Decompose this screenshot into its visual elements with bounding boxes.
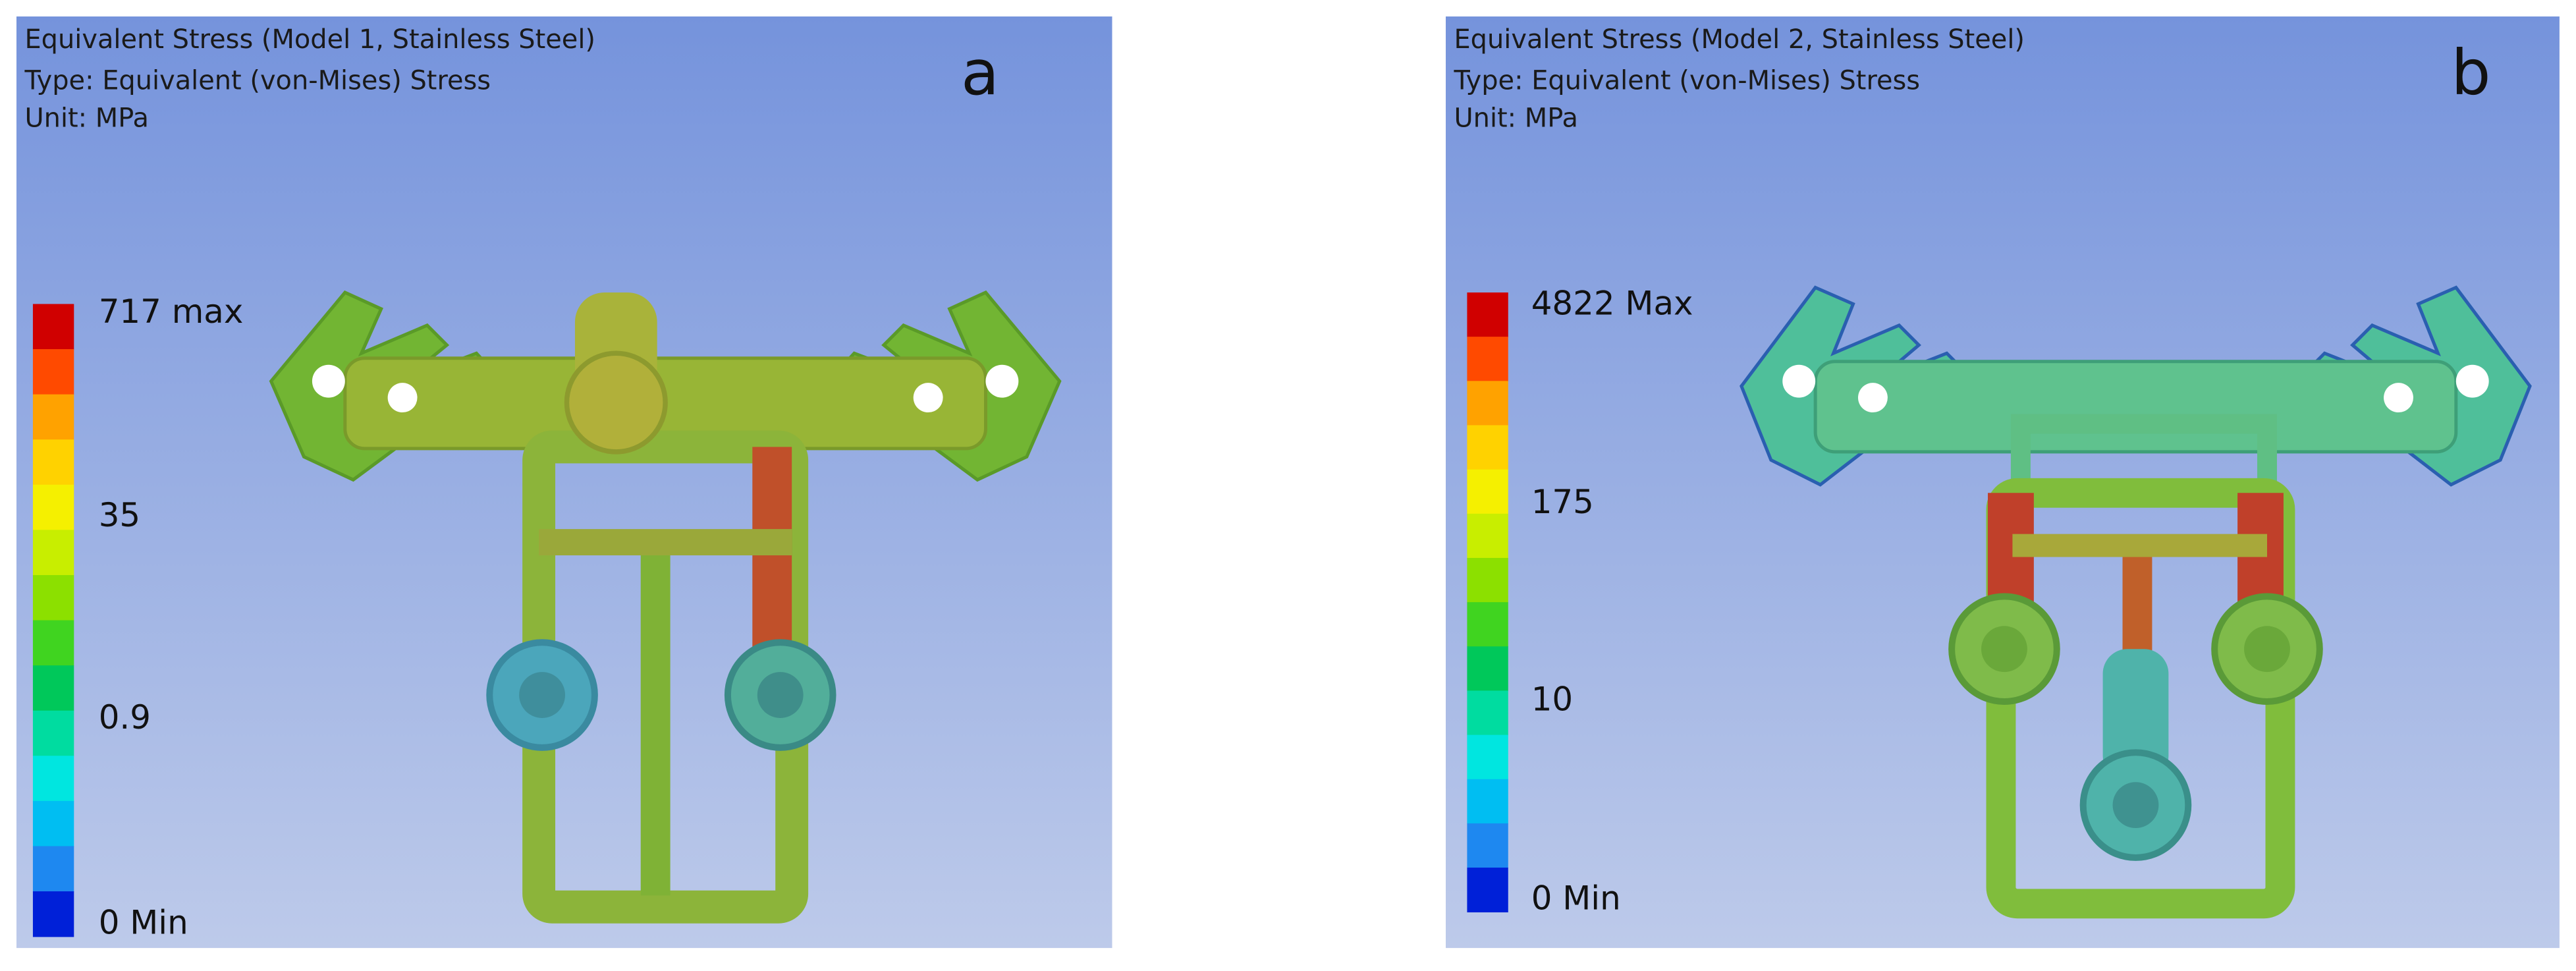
color-band <box>1467 557 1508 603</box>
result-unit: Unit: MPa <box>1454 103 1577 134</box>
legend-label: 0 Min <box>99 904 188 942</box>
color-band <box>1467 646 1508 692</box>
color-band <box>32 710 74 757</box>
color-band <box>1467 779 1508 824</box>
legend-label: 175 <box>1531 483 1594 521</box>
color-band <box>1467 337 1508 382</box>
color-band <box>32 891 74 937</box>
model <box>269 290 1062 924</box>
color-band <box>1467 469 1508 514</box>
color-band <box>32 620 74 666</box>
color-band <box>1467 823 1508 868</box>
result-type: Type: Equivalent (von-Mises) Stress <box>24 65 491 96</box>
color-band <box>32 439 74 486</box>
model <box>1740 285 2532 919</box>
color-band <box>32 756 74 802</box>
color-band <box>1467 513 1508 559</box>
panel-label: a <box>961 37 999 109</box>
color-band <box>32 304 74 350</box>
viewport-background <box>16 16 1112 949</box>
result-title: Equivalent Stress (Model 2, Stainless St… <box>1454 24 2025 55</box>
legend-label: 35 <box>99 496 140 534</box>
result-title: Equivalent Stress (Model 1, Stainless St… <box>24 24 595 55</box>
result-type: Type: Equivalent (von-Mises) Stress <box>1453 65 1920 96</box>
color-band <box>32 349 74 395</box>
color-scale <box>1467 292 1508 912</box>
color-band <box>32 846 74 892</box>
color-scale <box>32 304 74 937</box>
color-band <box>32 484 74 531</box>
legend-label: 717 max <box>99 292 244 331</box>
panel: Equivalent Stress (Model 1, Stainless St… <box>16 16 1112 949</box>
color-band <box>32 800 74 847</box>
color-band <box>1467 735 1508 780</box>
color-band <box>1467 868 1508 912</box>
color-band <box>1467 381 1508 426</box>
legend-label: 4822 Max <box>1531 284 1693 322</box>
color-band <box>32 574 74 621</box>
color-band <box>1467 425 1508 470</box>
color-band <box>32 530 74 576</box>
color-band <box>32 394 74 440</box>
color-band <box>32 665 74 711</box>
color-band <box>1467 602 1508 648</box>
legend-label: 10 <box>1531 680 1573 718</box>
color-band <box>1467 690 1508 736</box>
result-unit: Unit: MPa <box>24 103 148 134</box>
panel: Equivalent Stress (Model 2, Stainless St… <box>1446 16 2560 949</box>
legend-label: 0 Min <box>1531 879 1621 917</box>
color-band <box>1467 292 1508 337</box>
panel-label: b <box>2451 37 2490 109</box>
legend-label: 0.9 <box>99 698 151 736</box>
